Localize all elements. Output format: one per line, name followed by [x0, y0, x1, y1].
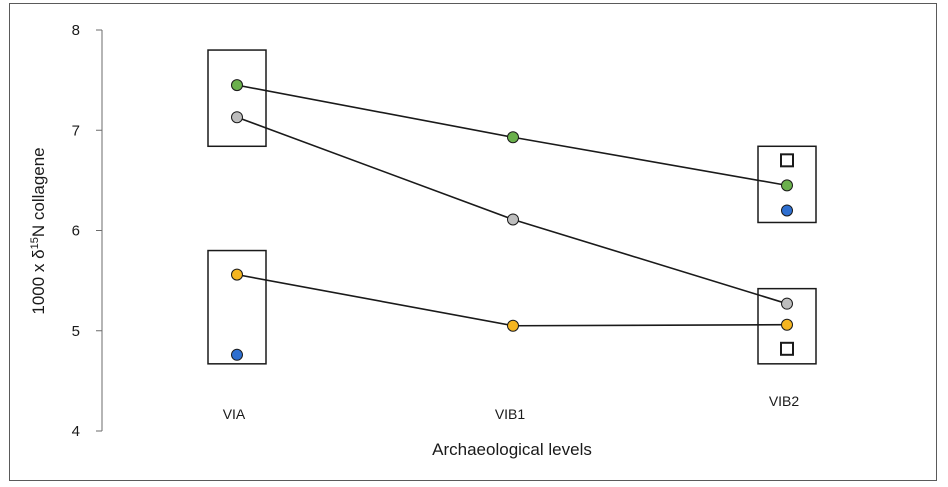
data-point — [507, 319, 519, 332]
group-box — [757, 145, 817, 224]
data-point — [781, 204, 793, 217]
category-label: VIA — [223, 406, 246, 422]
chart-frame — [9, 3, 937, 481]
y-axis-title-prefix: 1000 x δ — [29, 249, 48, 314]
y-tick-label: 6 — [72, 223, 80, 240]
y-axis-title-superscript: 15 — [29, 237, 41, 249]
series-line — [236, 116, 788, 305]
data-point — [507, 213, 519, 226]
data-point — [781, 179, 793, 192]
series-line — [236, 273, 788, 327]
data-point — [781, 318, 793, 331]
group-box — [757, 287, 817, 365]
group-boxes — [207, 49, 817, 365]
data-point-square — [780, 341, 794, 356]
data-points — [231, 79, 794, 361]
data-point — [231, 268, 243, 281]
category-labels: VIA VIB1 VIB2 — [223, 393, 800, 422]
y-tick-label: 7 — [72, 122, 80, 139]
y-tick-label: 8 — [72, 22, 80, 39]
data-point-square — [780, 153, 794, 168]
group-box — [207, 49, 267, 148]
y-axis-title: 1000 x δ15N collagene — [29, 147, 48, 314]
y-ticks: 4 5 6 7 8 — [72, 22, 102, 440]
series-lines — [236, 84, 788, 327]
data-point — [231, 348, 243, 361]
data-point — [231, 111, 243, 124]
group-box — [207, 249, 267, 365]
data-point — [507, 131, 519, 144]
data-point — [231, 79, 243, 92]
x-axis-title: Archaeological levels — [432, 440, 592, 459]
category-label: VIB1 — [495, 406, 526, 422]
y-tick-label: 4 — [72, 423, 80, 440]
category-label: VIB2 — [769, 393, 800, 409]
y-tick-label: 5 — [72, 323, 80, 340]
data-point — [781, 297, 793, 310]
y-axis-title-suffix: N collagene — [29, 147, 48, 237]
